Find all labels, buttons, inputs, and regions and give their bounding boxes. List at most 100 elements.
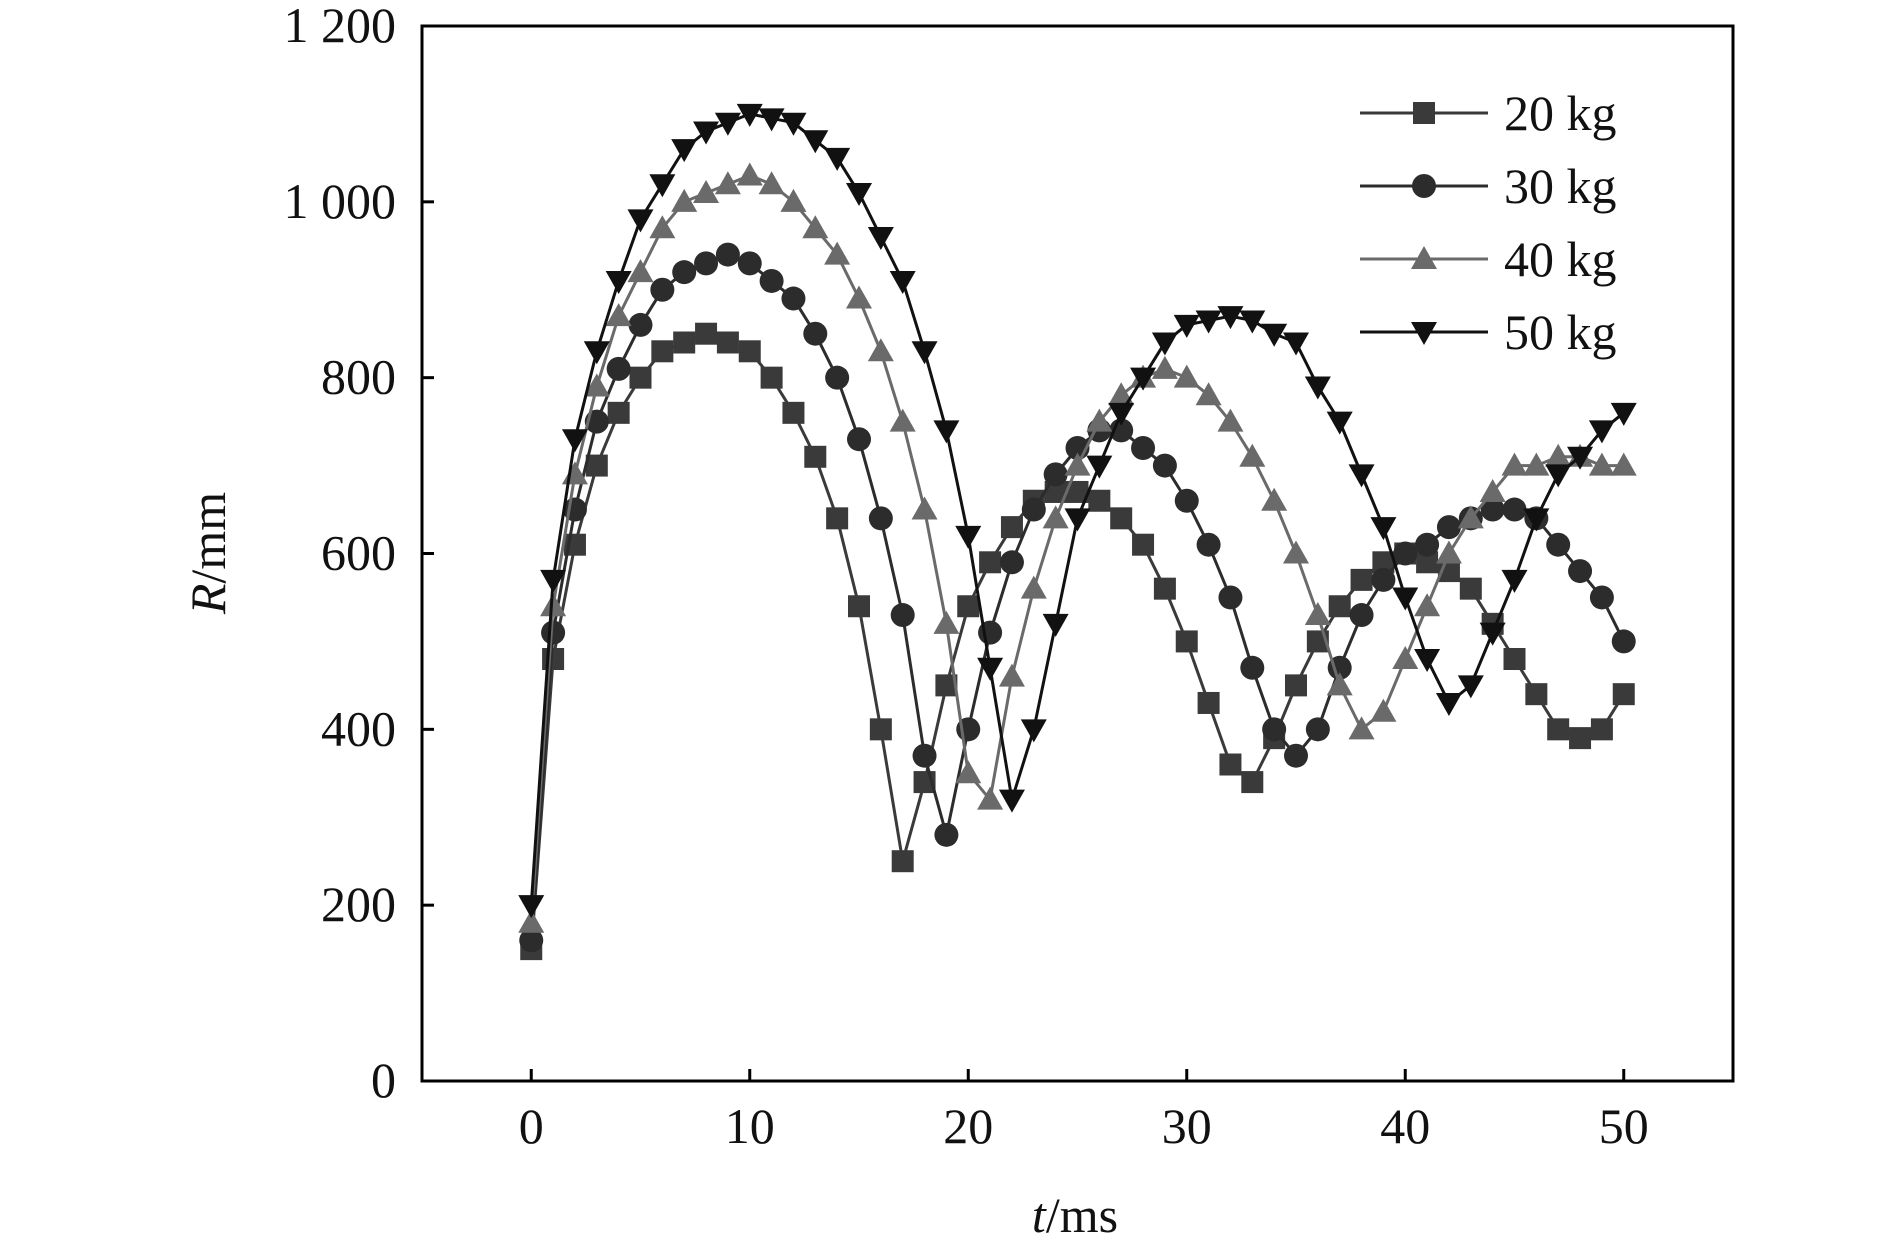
data-point — [1064, 508, 1091, 532]
data-point — [1610, 452, 1637, 476]
data-point — [1285, 674, 1307, 697]
legend-entry: 20 kg — [1360, 85, 1617, 141]
data-point — [518, 895, 545, 919]
data-point — [606, 356, 631, 381]
data-point — [1348, 464, 1375, 488]
data-point — [848, 595, 870, 618]
data-point — [1502, 497, 1527, 522]
data-point — [1086, 455, 1113, 479]
data-point — [714, 171, 741, 195]
data-point — [673, 331, 696, 354]
data-point — [998, 663, 1025, 687]
data-point — [780, 188, 807, 212]
data-point — [1173, 314, 1200, 338]
data-point — [891, 850, 914, 873]
legend-entry: 50 kg — [1360, 304, 1617, 360]
legend: 20 kg 30 kg 40 kg 50 kg — [1360, 85, 1617, 360]
data-point — [1305, 717, 1330, 742]
data-point — [1064, 452, 1091, 476]
data-point — [1108, 382, 1135, 406]
data-point — [1020, 719, 1047, 743]
legend-label: 40 kg — [1504, 231, 1617, 287]
data-point — [1568, 559, 1593, 584]
legend-entry: 30 kg — [1360, 158, 1617, 214]
legend-entry: 40 kg — [1360, 231, 1617, 287]
data-point — [1435, 540, 1462, 564]
x-tick-label: 50 — [1599, 1098, 1649, 1154]
data-point — [1392, 646, 1419, 669]
data-point — [1239, 310, 1266, 334]
data-point — [758, 108, 785, 132]
data-point — [1086, 408, 1113, 432]
data-point — [1284, 743, 1308, 768]
data-point — [933, 610, 960, 634]
data-point — [695, 322, 718, 345]
data-point — [1108, 402, 1135, 426]
data-point — [802, 215, 829, 239]
data-point — [1197, 691, 1220, 714]
data-point — [781, 286, 806, 311]
data-point — [760, 366, 783, 389]
data-point — [1066, 480, 1089, 503]
data-point — [1457, 505, 1484, 529]
data-point — [1569, 727, 1592, 750]
data-point — [1326, 672, 1353, 696]
data-point — [825, 365, 850, 390]
data-point — [911, 496, 938, 520]
data-point — [912, 743, 937, 768]
data-point — [1459, 577, 1482, 600]
data-point — [627, 209, 654, 233]
data-point — [1241, 771, 1264, 794]
data-point — [1130, 367, 1157, 391]
data-point — [605, 303, 632, 327]
data-point — [933, 420, 960, 444]
data-point — [1021, 497, 1046, 522]
legend-marker — [1411, 246, 1437, 269]
data-point — [999, 550, 1024, 575]
legend-marker — [1411, 322, 1437, 345]
data-point — [1239, 443, 1266, 467]
data-point — [540, 593, 567, 617]
data-point — [1261, 487, 1288, 511]
x-axis: 0 10 20 30 40 50 — [519, 1069, 1649, 1154]
data-point — [998, 789, 1025, 813]
data-point — [1110, 507, 1133, 530]
data-point — [1372, 551, 1395, 574]
data-point — [1435, 692, 1462, 716]
data-point — [649, 174, 676, 198]
data-point — [1457, 675, 1484, 699]
data-point — [1436, 515, 1461, 540]
x-tick-label: 20 — [943, 1098, 993, 1154]
legend-marker — [1413, 102, 1435, 124]
data-point — [802, 130, 829, 154]
data-point — [1416, 551, 1439, 574]
data-point — [1525, 683, 1548, 706]
data-point — [867, 227, 894, 250]
data-point — [627, 259, 654, 283]
data-point — [736, 162, 763, 186]
data-point — [889, 270, 916, 294]
legend-label: 30 kg — [1504, 158, 1617, 214]
data-point — [826, 507, 849, 530]
data-point — [1567, 446, 1594, 470]
y-tick-label: 0 — [371, 1052, 396, 1108]
data-point — [1195, 382, 1222, 406]
data-point — [1479, 478, 1506, 502]
data-point — [561, 429, 588, 453]
data-point — [1523, 508, 1550, 532]
data-point — [1545, 464, 1572, 488]
x-tick-label: 10 — [725, 1098, 775, 1154]
y-tick-label: 200 — [321, 876, 396, 932]
data-point — [518, 909, 545, 933]
data-point — [911, 341, 938, 365]
data-point — [694, 251, 719, 276]
data-point — [693, 180, 720, 204]
data-point — [955, 525, 982, 549]
data-point — [1175, 630, 1198, 653]
data-point — [583, 373, 610, 397]
data-point — [1262, 717, 1287, 742]
data-point — [671, 139, 698, 163]
data-point — [1371, 567, 1396, 592]
data-point — [935, 674, 958, 697]
data-point — [847, 427, 871, 452]
